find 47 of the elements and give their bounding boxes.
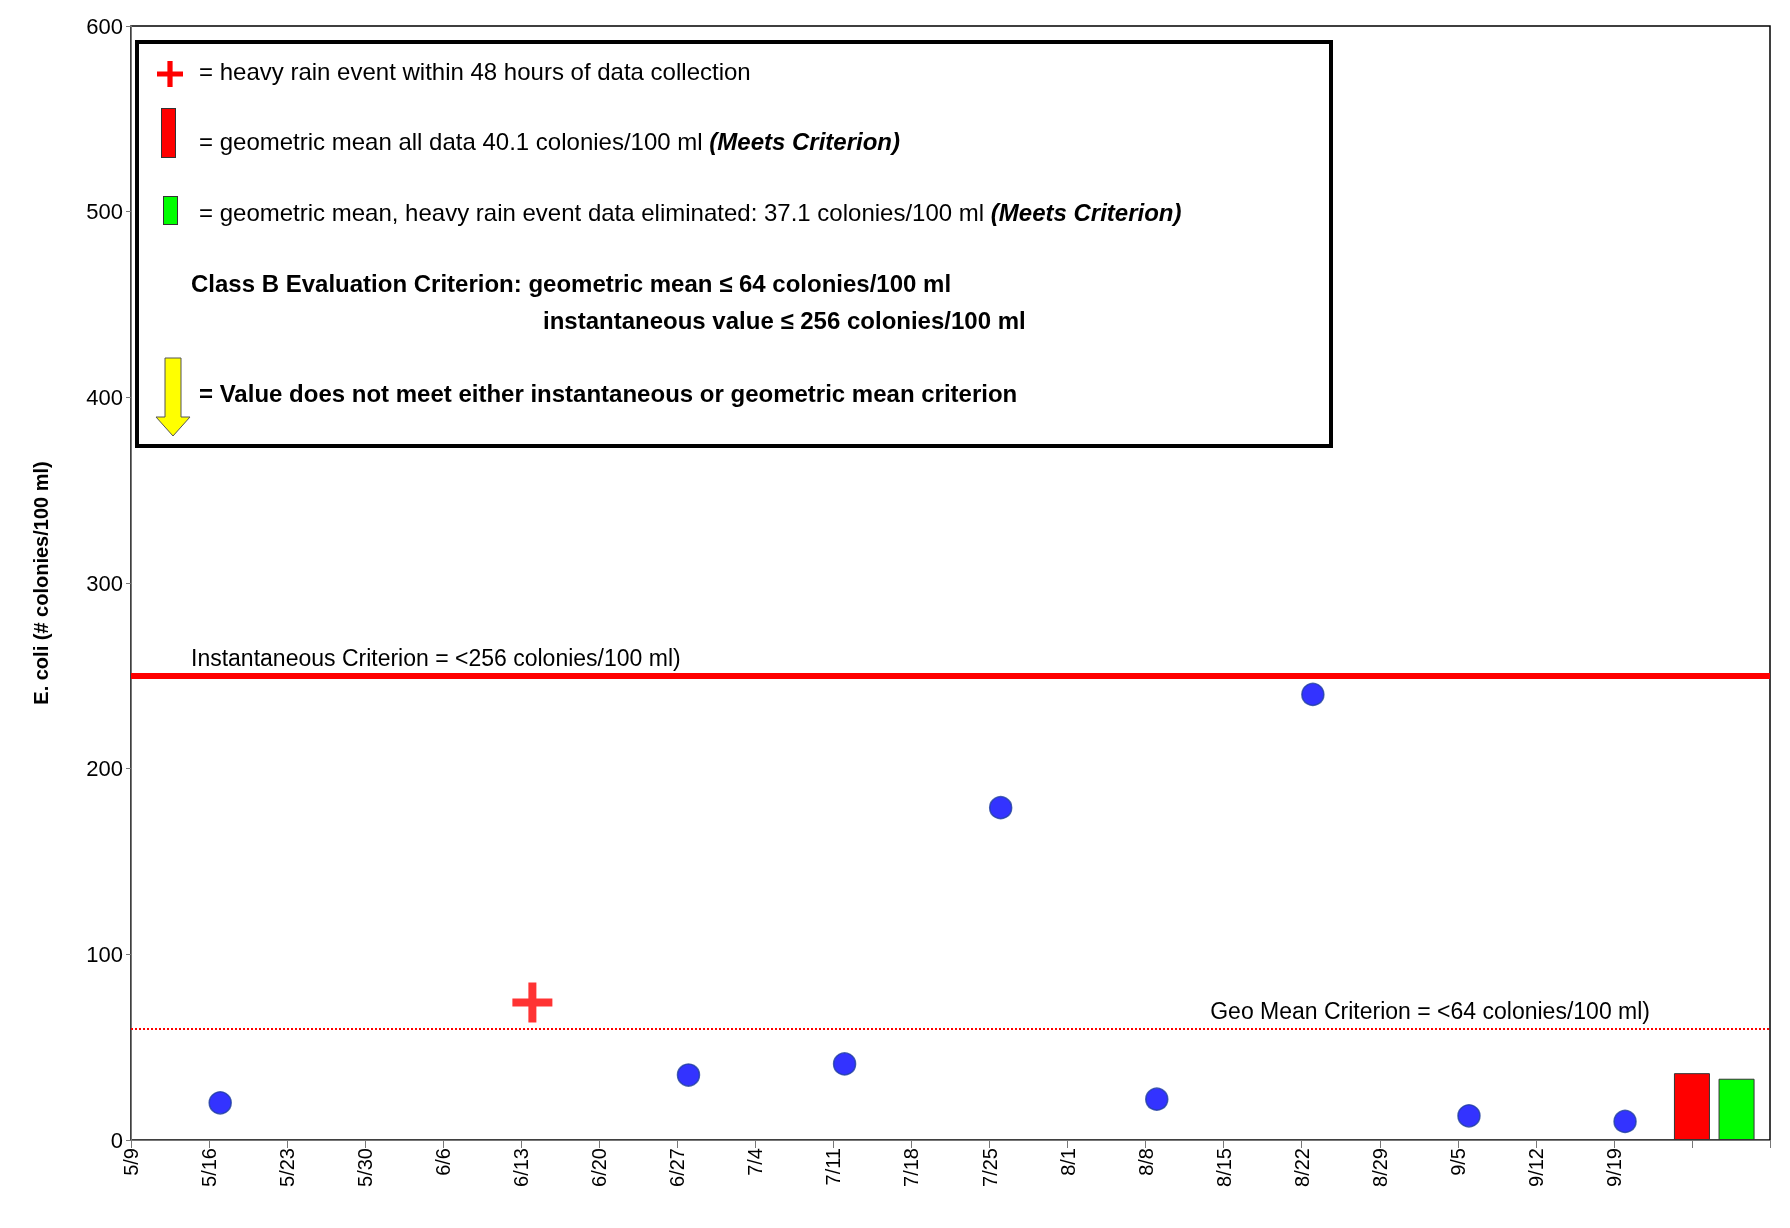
point xyxy=(1301,682,1325,707)
x-tick-label: 7/4 xyxy=(744,1148,767,1176)
x-tick-label: 8/8 xyxy=(1134,1148,1157,1176)
y-tick-label: 200 xyxy=(86,756,123,782)
x-tick-label: 8/1 xyxy=(1056,1148,1079,1176)
annotation: = heavy rain event within 48 hours of data collection xyxy=(199,58,751,86)
x-tick-label: 7/18 xyxy=(900,1148,923,1187)
x-tick-label: 6/13 xyxy=(510,1148,533,1187)
annotation: (Meets Criterion) xyxy=(709,128,900,155)
point xyxy=(1613,1109,1637,1134)
x-tick-label: 5/23 xyxy=(276,1148,299,1187)
point xyxy=(512,982,553,1023)
y-tick-label: 300 xyxy=(86,570,123,596)
annotation: = geometric mean, heavy rain event data eliminated: 37.1 colonies/100 ml xyxy=(199,199,985,226)
point xyxy=(832,1052,857,1076)
annotation: (Meets Criterion) xyxy=(990,199,1182,226)
x-tick-label: 9/5 xyxy=(1446,1148,1469,1176)
ref-line-label: Instantaneous Criterion = <256 colonies/100 ml) xyxy=(191,645,681,672)
x-tick-label: 9/19 xyxy=(1602,1148,1625,1187)
y-tick-label: 600 xyxy=(86,13,123,39)
annotation: Class B Evaluation Criterion: geometric mean ≤ 64 colonies/100 ml xyxy=(191,270,952,298)
x-tick-label: 6/20 xyxy=(588,1148,611,1187)
ref-line-label: Geo Mean Criterion = <64 colonies/100 ml) xyxy=(1210,998,1650,1025)
x-tick-label: 8/29 xyxy=(1368,1148,1391,1187)
point xyxy=(988,795,1013,820)
y-tick-label: 500 xyxy=(86,199,123,225)
x-tick-label: 8/22 xyxy=(1290,1148,1313,1187)
y-tick-label: 0 xyxy=(110,1127,123,1153)
x-tick-label: 6/27 xyxy=(666,1148,689,1187)
x-tick-label: 7/11 xyxy=(822,1148,845,1186)
annotation: = geometric mean all data 40.1 colonies/100 ml xyxy=(199,128,703,155)
x-tick-label: 7/25 xyxy=(978,1148,1001,1187)
point xyxy=(208,1091,232,1115)
y-tick-label: 100 xyxy=(86,941,123,967)
x-tick-label: 5/30 xyxy=(354,1148,377,1187)
point xyxy=(676,1063,701,1087)
x-tick-label: 5/16 xyxy=(198,1148,221,1187)
annotation: = Value does not meet either instantaneous or geometric mean criterion xyxy=(199,380,1018,408)
x-tick-label: 8/15 xyxy=(1212,1148,1235,1187)
x-tick-label: 9/12 xyxy=(1524,1148,1547,1187)
y-tick-label: 400 xyxy=(86,384,123,410)
x-tick-label: 5/9 xyxy=(120,1148,142,1176)
y-axis-title: E. coli (# colonies/100 ml) xyxy=(30,461,52,705)
x-tick-label: 6/6 xyxy=(432,1148,455,1176)
annotation: instantaneous value ≤ 256 colonies/100 ml xyxy=(543,307,1026,335)
point xyxy=(1457,1104,1481,1128)
point xyxy=(1145,1087,1169,1111)
